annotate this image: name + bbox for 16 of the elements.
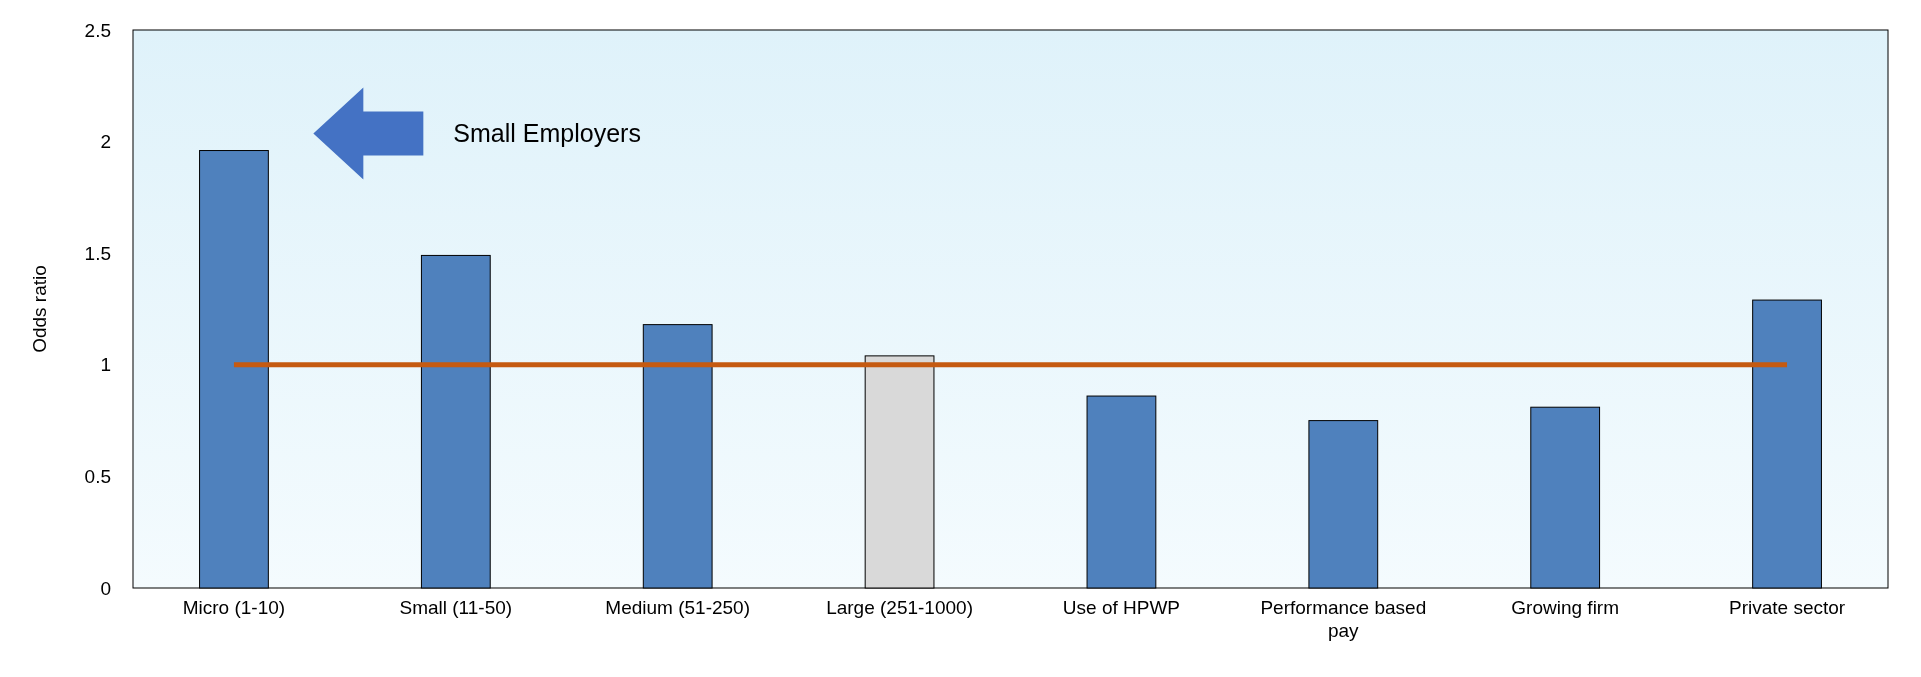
x-tick-label: Medium (51-250): [605, 597, 751, 618]
x-tick-label: Use of HPWP: [1062, 597, 1181, 618]
y-tick-label: 1: [100, 354, 111, 376]
x-tick-label: Performance based pay: [1260, 597, 1427, 641]
y-tick-label: 0.5: [84, 466, 111, 488]
x-tick-label: Private sector: [1728, 597, 1846, 618]
x-tick-label: Micro (1-10): [182, 597, 286, 618]
y-tick-label: 0: [100, 577, 111, 599]
x-tick-label: Large (251-1000): [826, 597, 973, 618]
x-tick-label: Growing firm: [1511, 597, 1620, 618]
y-tick-label: 2: [100, 131, 111, 153]
y-tick-label: 1.5: [84, 242, 111, 264]
y-tick-label: 2.5: [84, 19, 111, 41]
annotation: Small Employers: [453, 119, 641, 148]
y-axis-title: Odds ratio: [29, 265, 50, 353]
x-tick-label: Small (11-50): [399, 597, 513, 618]
